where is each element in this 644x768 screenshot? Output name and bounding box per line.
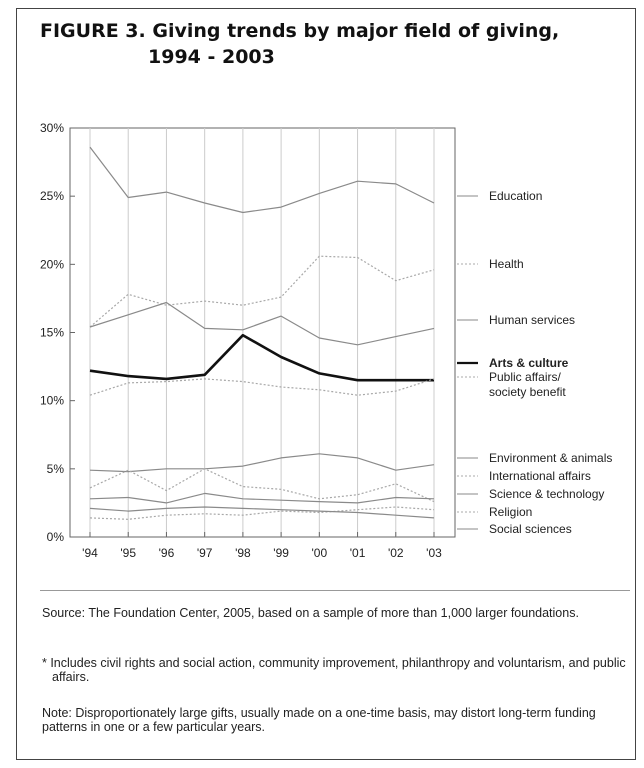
legend-label-health: Health xyxy=(489,257,524,271)
source-note: Source: The Foundation Center, 2005, bas… xyxy=(42,606,579,620)
series-line-environment-animals xyxy=(89,453,435,473)
series-lines xyxy=(89,146,435,520)
asterisk-note: * Includes civil rights and social actio… xyxy=(42,656,626,684)
legend-label-arts-culture: Arts & culture xyxy=(489,356,569,370)
grid xyxy=(69,127,456,538)
series-line-social-sciences xyxy=(89,506,435,519)
legend-label-religion: Religion xyxy=(489,505,532,519)
y-axis: 0% 5% 10% 15% 20% 25% 30% xyxy=(40,121,75,544)
divider xyxy=(40,590,630,591)
line-chart: 0% 5% 10% 15% 20% 25% 30% '94 '95 '96 '97 '98 '99 '0… xyxy=(40,121,612,560)
x-tick-label: '97 xyxy=(197,546,213,560)
figure-frame xyxy=(16,8,636,760)
x-tick-label: '95 xyxy=(120,546,136,560)
series-line-international-affairs xyxy=(89,468,435,503)
legend: Education Health Human services Arts & cult… xyxy=(457,189,612,536)
series-line-science-technology xyxy=(89,492,435,504)
legend-label-education: Education xyxy=(489,189,542,203)
x-tick-label: '99 xyxy=(273,546,289,560)
series-line-arts-culture xyxy=(89,333,434,382)
y-tick-label: 20% xyxy=(40,257,64,271)
figure-title-line1: FIGURE 3. Giving trends by major field o… xyxy=(40,20,560,42)
disclaimer-note: Note: Disproportionately large gifts, us… xyxy=(42,706,596,734)
x-axis: '94 '95 '96 '97 '98 '99 '00 '01 '02 '03 xyxy=(82,532,442,560)
x-tick-label: '01 xyxy=(350,546,366,560)
x-tick-label: '96 xyxy=(159,546,175,560)
y-tick-label: 25% xyxy=(40,189,64,203)
x-tick-label: '03 xyxy=(426,546,442,560)
x-tick-label: '94 xyxy=(82,546,98,560)
legend-label-international-affairs: International affairs xyxy=(489,469,591,483)
x-tick-label: '02 xyxy=(388,546,404,560)
legend-label-environment-animals: Environment & animals xyxy=(489,451,612,465)
x-tick-label: '98 xyxy=(235,546,251,560)
series-line-education xyxy=(89,146,435,214)
legend-label-science-technology: Science & technology xyxy=(489,487,604,501)
figure-title: FIGURE 3. Giving trends by major field o… xyxy=(40,18,630,70)
series-line-religion xyxy=(89,506,435,520)
series-line-health xyxy=(89,255,435,328)
y-tick-label: 30% xyxy=(40,121,64,135)
y-tick-label: 15% xyxy=(40,326,64,340)
figure-title-line2: 1994 - 2003 xyxy=(148,46,275,68)
legend-label-social-sciences: Social sciences xyxy=(489,522,572,536)
x-tick-label: '00 xyxy=(312,546,328,560)
series-line-human-services xyxy=(89,301,435,346)
legend-label-human-services: Human services xyxy=(489,313,575,327)
legend-label-public-affairs-society-benefit: Public affairs/ xyxy=(489,370,561,384)
y-tick-label: 10% xyxy=(40,394,64,408)
legend-label-public-affairs-society-benefit: society benefit xyxy=(489,385,566,399)
y-tick-label: 5% xyxy=(47,462,65,476)
y-tick-label: 0% xyxy=(47,530,65,544)
series-line-public-affairs-society-benefit xyxy=(89,378,435,396)
